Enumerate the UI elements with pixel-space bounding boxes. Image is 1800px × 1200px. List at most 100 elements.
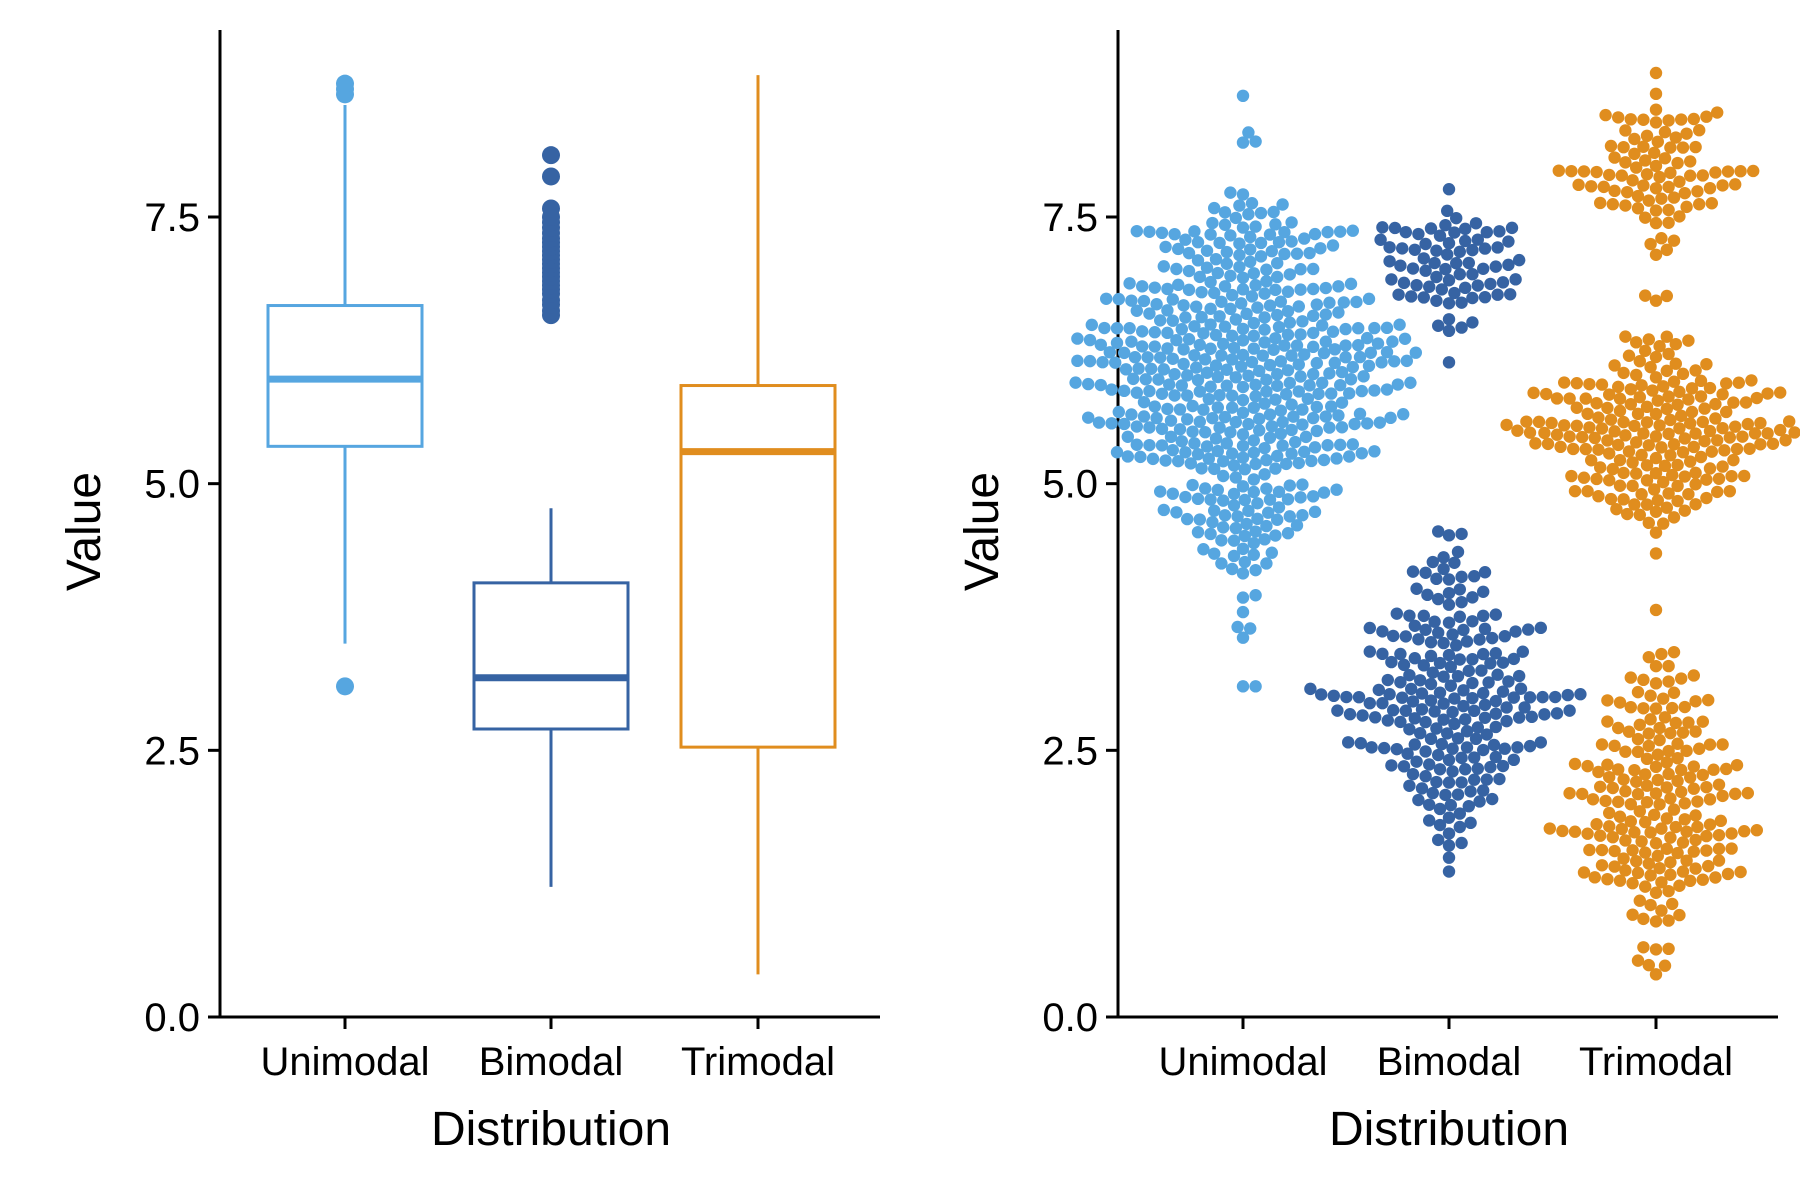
swarm-point [1653,721,1666,735]
swarm-point [1179,490,1192,504]
swarm-point [1172,278,1185,292]
swarm-point [1671,398,1684,411]
swarm-point [1640,416,1654,429]
swarm-point [1159,240,1172,254]
swarm-point [1484,760,1497,774]
swarm-point [1505,221,1519,235]
swarm-point [1209,252,1223,266]
swarm-point [1653,340,1666,353]
swarm-point [1522,623,1535,636]
swarm-point [1242,126,1255,139]
outlier-point [542,146,560,165]
swarm-point [1716,789,1729,803]
swarm-point [1534,621,1548,635]
swarm-point [1667,511,1681,524]
swarm-point [1412,793,1425,807]
swarm-point [1496,656,1510,669]
x-tick-label: Unimodal [261,1040,430,1084]
boxplot-panel: 0.0 2.5 5.0 7.5 Unimodal Bimodal TrimodalDistr… [58,30,880,1156]
swarm-point [1296,315,1309,328]
swarm-point [1621,507,1634,521]
swarm-point [1353,407,1367,420]
swarm-point [1649,407,1663,421]
swarm-point [1179,446,1192,459]
swarm-point [1655,192,1668,205]
swarm-point [1671,751,1684,765]
swarm-point [1556,824,1569,838]
swarm-point [1373,416,1387,429]
swarm-point [1457,623,1470,637]
swarm-point [1236,451,1250,464]
swarm-point [1260,373,1273,387]
swarm-point [1175,435,1189,448]
swarm-point [1419,623,1432,636]
swarm-point [1649,466,1663,480]
swarm-point [1617,493,1630,506]
swarm-point [1424,222,1438,235]
swarm-point [1702,693,1715,707]
swarm-point [1218,320,1232,333]
swarm-point [1703,381,1717,395]
swarm-point [1204,318,1217,331]
swarm-point [1615,169,1629,182]
swarm-point [1464,816,1477,830]
swarm-point [1408,619,1422,632]
swarm-point [1709,166,1722,179]
swarm-point [1460,741,1474,754]
swarm-point [1675,763,1688,777]
swarm-point [1630,854,1643,868]
swarm-point [1387,704,1400,717]
swarm-point [1423,280,1436,293]
swarm-point [1236,680,1250,693]
swarm-point [1423,814,1436,827]
y-tick-label: 5.0 [144,463,200,507]
swarm-point [1639,846,1652,859]
swarm-point [1294,491,1307,504]
swarm-point [1703,818,1717,831]
swarm-point [1608,359,1621,372]
swarm-point [1660,402,1674,416]
swarm-point [1227,499,1241,512]
swarm-point [1738,469,1751,483]
swarm-point [1788,426,1800,439]
swarm-point [1269,462,1282,475]
swarm-point [1235,297,1248,310]
swarm-point [1709,871,1722,884]
swarm-point [1168,227,1181,241]
swarm-point [1442,573,1456,586]
swarm-point [1687,760,1701,773]
y-tick-label: 0.0 [144,996,200,1040]
swarm-point [1397,658,1411,672]
swarm-point [1163,378,1176,391]
swarm-point [1621,185,1634,199]
swarm-point [1220,379,1234,392]
swarm-point [1684,169,1697,182]
swarm-point [1523,426,1537,439]
swarm-point [1265,420,1279,433]
swarm-point [1500,701,1513,714]
swarm-point [1251,497,1264,510]
swarm-point [1394,259,1407,272]
swarm-point [1317,486,1331,499]
swarm-point [1603,168,1616,182]
swarm-point [1514,682,1528,695]
swarm-point [1362,292,1376,306]
swarm-point [1285,447,1298,460]
swarm-point [1648,146,1661,160]
swarm-point [1626,456,1639,469]
swarm-point [1238,493,1252,507]
swarm-point [1121,430,1135,443]
swarm-point [1655,822,1668,835]
swarm-point [1448,556,1461,569]
swarm-point [1662,884,1675,898]
swarm-point [1509,625,1522,638]
swarm-point [1720,405,1733,419]
swarm-point [1314,242,1327,255]
swarm-point [1343,707,1357,721]
swarm-point [1226,401,1239,414]
swarm-point [1684,771,1697,784]
swarm-point [1339,351,1352,364]
swarm-point [1694,390,1708,403]
swarm-point [1651,135,1665,148]
swarm-point [1280,457,1293,471]
